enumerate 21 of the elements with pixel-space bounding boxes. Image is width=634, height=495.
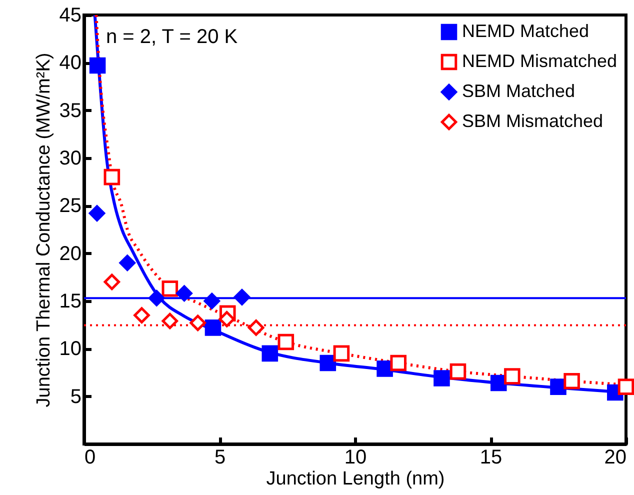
y-tick-label: 45: [59, 4, 82, 26]
y-tick-label: 20: [59, 242, 82, 265]
legend-label: SBM Matched: [462, 81, 576, 101]
x-axis-title: Junction Length (nm): [266, 468, 445, 490]
y-axis-title: Junction Thermal Conductance (MW/m²K): [33, 52, 54, 408]
y-tick-label: 25: [59, 195, 82, 218]
annotation: n = 2, T = 20 K: [106, 26, 238, 48]
legend-label: SBM Mismatched: [462, 111, 604, 131]
y-tick-label: 5: [70, 386, 82, 408]
x-tick-label: 10: [344, 446, 367, 468]
legend-label: NEMD Mismatched: [462, 51, 618, 71]
y-tick-label: 40: [59, 52, 82, 74]
y-tick-label: 10: [59, 338, 82, 360]
legend-label: NEMD Matched: [462, 21, 590, 41]
x-tick-label: 0: [84, 446, 96, 468]
x-tick-label: 20: [604, 446, 626, 468]
x-tick-label: 5: [214, 446, 226, 468]
y-tick-label: 15: [59, 290, 82, 312]
x-tick-label: 15: [480, 446, 502, 468]
y-tick-label: 30: [59, 148, 82, 170]
y-tick-label: 35: [59, 100, 82, 122]
